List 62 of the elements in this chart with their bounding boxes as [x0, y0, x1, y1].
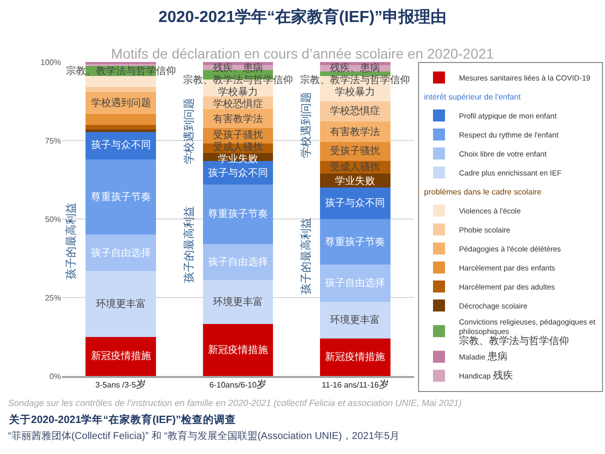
bar: [85, 124, 156, 130]
data-label: 环境更丰富: [96, 298, 146, 310]
x-tick-label: 3-5ans /3-5岁: [95, 378, 146, 391]
y-tick-label: 25%: [44, 293, 61, 302]
y-tick-label: 0%: [49, 372, 61, 381]
bar: [320, 302, 391, 338]
data-label: 受孩子骚扰: [213, 129, 263, 141]
bar: [320, 219, 391, 265]
text: Sondage sur les contrôles de l’instruction en famille en 2020-2021 (collectif Felicia et association UNIE, Mai 2021): [8, 398, 462, 408]
data-label: 新冠疫情措施: [325, 351, 385, 363]
chart-title: 2020-2021学年“在家教育(IEF)”申报理由: [158, 7, 447, 26]
text: 关于2020-2021学年“在家教育(IEF)”检查的调查: [8, 413, 236, 426]
data-label: 孩子与众不同: [91, 139, 151, 151]
text: intérêt supérieur de l'enfant: [424, 92, 522, 102]
data-label: 学校暴力: [218, 86, 258, 98]
bar: [85, 87, 156, 92]
chart-subtitle: Motifs de déclaration en cours d’année scolaire en 2020-2021: [111, 45, 494, 62]
data-label: 受成人骚扰: [330, 161, 380, 173]
annotation: 孩子的最高利益: [182, 206, 196, 283]
data-label: 学校遇到问题: [91, 97, 151, 109]
annotation: 学校遇到问题: [182, 98, 196, 164]
data-label: 宗教、教学法与哲学信仰: [66, 65, 176, 77]
data-label: 学校恐惧症: [330, 105, 380, 117]
data-label: 残疾、患病: [330, 62, 380, 74]
data-label: 环境更丰富: [330, 314, 380, 326]
data-label: 尊重孩子节奏: [208, 208, 268, 220]
data-label: 新冠疫情措施: [208, 344, 268, 356]
data-label: 尊重孩子节奏: [325, 236, 385, 248]
data-label: 有害教学法: [213, 113, 263, 125]
data-label: 有害教学法: [330, 126, 380, 138]
data-label: 学校暴力: [335, 86, 375, 98]
y-tick-label: 100%: [40, 58, 61, 67]
bar: [202, 184, 274, 244]
data-label: 孩子与众不同: [208, 167, 268, 179]
bar: [85, 76, 156, 88]
data-label: 宗教、教学法与哲学信仰: [300, 74, 410, 86]
text: “菲丽茜雅团体(Collectif Felicia)” 和 “教育与发展全国联盟(Association UNIE)，2021年5月: [8, 430, 400, 442]
data-label: 环境更丰富: [213, 296, 263, 308]
data-label: 受成人骚扰: [213, 141, 263, 153]
data-label: 受孩子骚扰: [330, 145, 380, 157]
data-label: 学业失败: [335, 175, 375, 187]
bar: [85, 234, 156, 271]
data-label: 孩子自由选择: [325, 277, 385, 289]
y-tick-label: 75%: [44, 136, 61, 146]
bar: [202, 324, 274, 376]
y-tick-label: 50%: [44, 214, 61, 224]
bar: [202, 280, 274, 324]
data-label: 孩子自由选择: [91, 247, 151, 259]
data-label: 孩子自由选择: [208, 256, 268, 268]
data-label: 学校恐惧症: [213, 98, 263, 110]
annotation: 孩子的最高利益: [299, 218, 312, 295]
annotation: 学校遇到问题: [299, 92, 312, 158]
x-tick-label: 11-16 ans/11-16岁: [322, 378, 389, 391]
bar: [85, 114, 156, 125]
bar: [85, 270, 156, 337]
data-label: 尊重孩子节奏: [91, 191, 151, 203]
annotation: 孩子的最高利益: [64, 202, 78, 280]
bar: [85, 159, 156, 235]
data-label: 孩子与众不同: [325, 197, 385, 209]
text: problèmes dans le cadre scolaire: [424, 188, 542, 197]
x-tick-label: 6-10ans/6-10岁: [209, 378, 267, 391]
data-label: 新冠疫情措施: [91, 350, 151, 362]
